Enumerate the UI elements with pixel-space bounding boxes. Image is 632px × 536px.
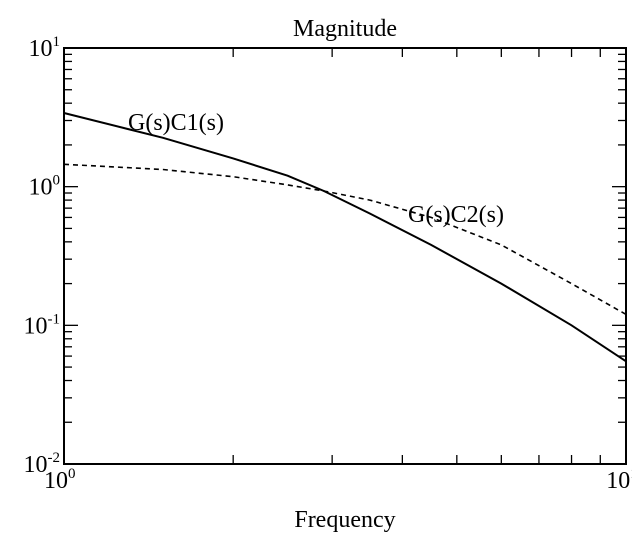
y-tick-label: 101: [29, 34, 61, 62]
series-line-1: [63, 112, 627, 363]
x-tick-label: 101: [606, 466, 632, 494]
series-labels: G(s)C1(s) G(s)C2(s): [128, 110, 504, 228]
x-tick-label: 100: [44, 466, 76, 494]
plot-frame: [63, 47, 627, 465]
y-tick-label: 10-1: [24, 311, 61, 339]
x-axis-label: Frequency: [294, 507, 395, 533]
series-layer: [63, 112, 627, 363]
tick-labels: 10-2 10-1 100 101 100 101: [24, 34, 632, 494]
series-label-1: G(s)C1(s): [128, 110, 224, 136]
y-tick-label: 100: [29, 173, 61, 201]
chart-title: Magnitude: [293, 16, 397, 42]
minor-ticks: [64, 48, 626, 464]
series-line-2: [63, 163, 627, 316]
y-tick-label: 10-2: [24, 450, 61, 478]
series-label-2: G(s)C2(s): [408, 202, 504, 228]
